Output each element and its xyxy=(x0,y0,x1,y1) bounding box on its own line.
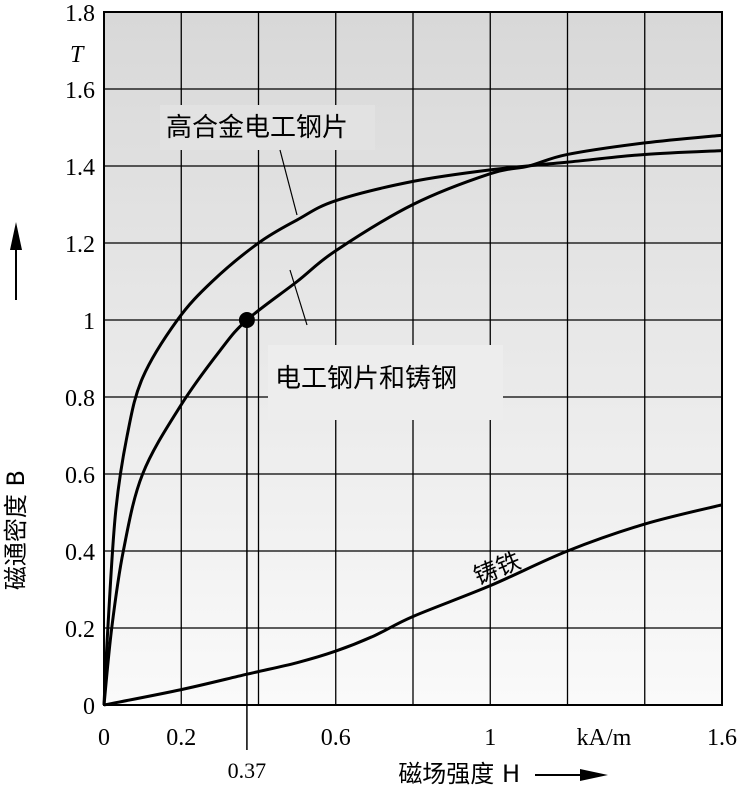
x-tick-label: 1 xyxy=(484,725,496,751)
x-tick-label: 0.2 xyxy=(166,725,196,751)
x-axis-title: 磁场强度 H xyxy=(398,760,520,788)
y-unit-label: T xyxy=(70,42,85,68)
operating-point-marker xyxy=(238,312,255,328)
label-bg xyxy=(160,105,375,150)
electrical-steel-curve xyxy=(102,133,723,706)
y-tick-label: 1.6 xyxy=(65,78,95,104)
label-bg xyxy=(268,345,503,420)
y-tick-label: 0.2 xyxy=(65,617,95,643)
x-unit-label: kA/m xyxy=(577,725,632,751)
x-axis-arrowhead xyxy=(580,769,608,781)
series-label: 电工钢片和铸钢 xyxy=(275,364,457,394)
leader-line xyxy=(289,269,308,326)
series-label: 高合金电工钢片 xyxy=(166,113,348,143)
y-tick-label: 1 xyxy=(83,309,95,335)
y-tick-label: 1.8 xyxy=(65,1,95,27)
y-tick-label: 0.8 xyxy=(65,386,95,412)
cast-iron-curve xyxy=(103,503,723,707)
y-tick-label: 1.2 xyxy=(65,232,95,258)
y-axis-title: 磁通密度 B xyxy=(2,470,30,590)
y-tick-label: 0 xyxy=(83,694,95,720)
plot-frame xyxy=(103,11,723,706)
annotation-label: 0.37 xyxy=(228,758,267,783)
y-tick-label: 0.4 xyxy=(65,540,95,566)
y-axis-arrowhead xyxy=(10,222,22,250)
y-tick-label: 0.6 xyxy=(65,463,95,489)
y-tick-label: 1.4 xyxy=(65,155,95,181)
leader-line xyxy=(279,149,298,216)
x-tick-label: 0.6 xyxy=(321,725,351,751)
x-tick-label: 0 xyxy=(98,725,110,751)
high-alloy-steel-curve xyxy=(102,149,723,706)
x-tick-label: 1.6 xyxy=(707,725,737,751)
